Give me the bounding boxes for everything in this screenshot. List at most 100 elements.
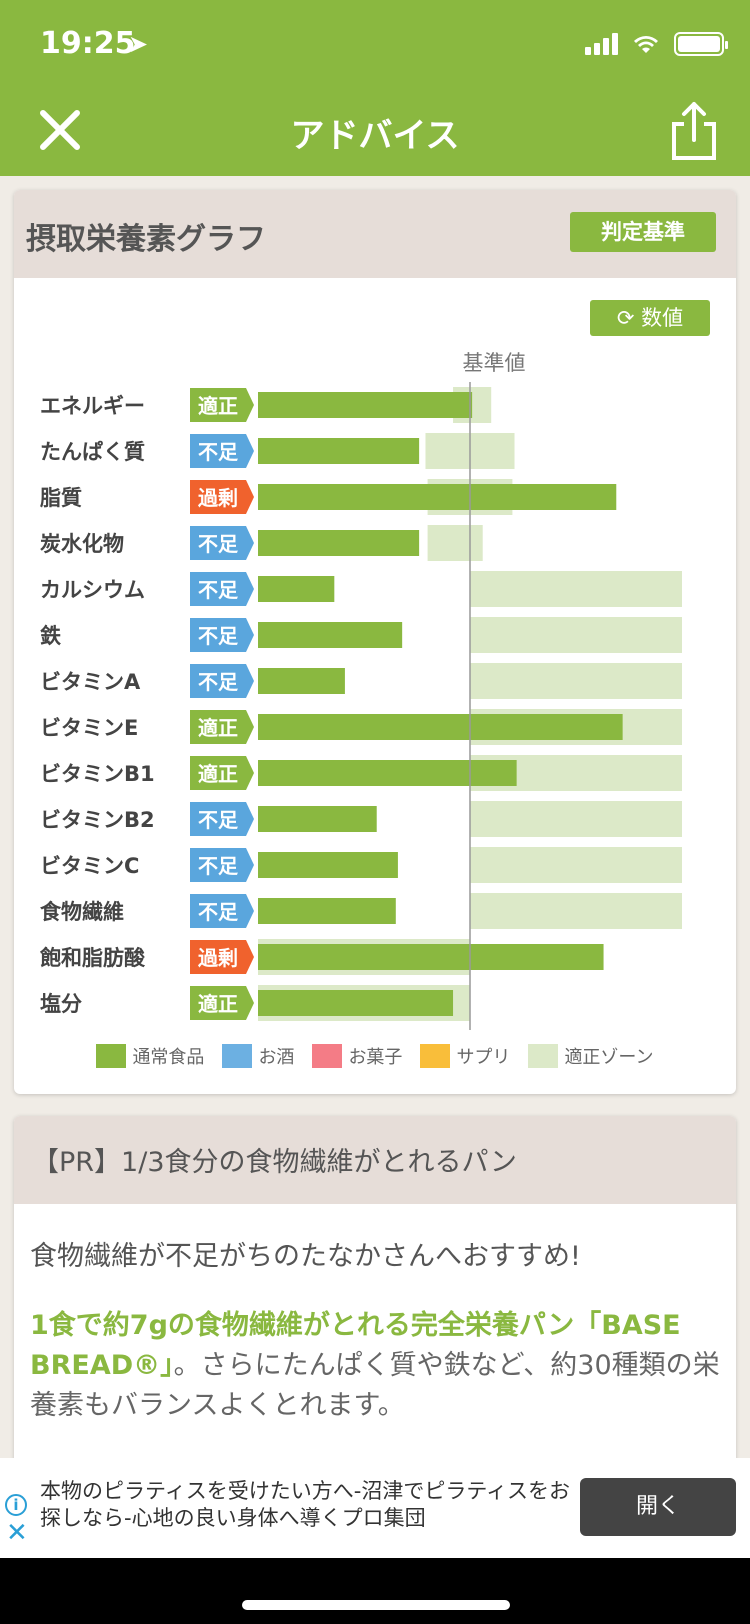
legend-label: サプリ bbox=[456, 1047, 511, 1068]
pr-highlight-link[interactable]: 1食で約7gの食物繊維がとれる完全栄養パン「BASE BREAD®」 bbox=[30, 1310, 681, 1381]
status-badge-shape bbox=[190, 894, 254, 928]
status-badge-shape bbox=[190, 986, 254, 1020]
status-badge: 不足 bbox=[190, 618, 254, 652]
nutrient-label: ビタミンB1 bbox=[40, 762, 155, 786]
adequate-zone bbox=[470, 617, 682, 653]
status-badge-label: 適正 bbox=[198, 762, 238, 786]
status-badge: 不足 bbox=[190, 572, 254, 606]
status-badge-shape bbox=[190, 388, 254, 422]
legend-item: お酒 bbox=[222, 1043, 294, 1069]
status-badge: 適正 bbox=[190, 388, 254, 422]
status-badge-shape bbox=[190, 756, 254, 790]
ad-banner[interactable]: i ✕ 本物のピラティスを受けたい方へ-沼津でピラティスをお探しなら-心地の良い… bbox=[0, 1458, 750, 1558]
legend-label: お菓子 bbox=[348, 1047, 403, 1068]
intake-bar bbox=[258, 990, 454, 1016]
legend-item: 通常食品 bbox=[96, 1043, 204, 1069]
status-badge-label: 過剰 bbox=[198, 946, 238, 970]
adequate-zone bbox=[470, 663, 682, 699]
adequate-zone bbox=[470, 801, 682, 837]
status-badge-label: 適正 bbox=[198, 992, 238, 1016]
status-badge-label: 不足 bbox=[198, 854, 239, 878]
nutrient-label: 食物繊維 bbox=[40, 900, 124, 924]
criteria-button[interactable]: 判定基準 bbox=[570, 212, 716, 252]
intake-bar bbox=[258, 714, 623, 740]
signal-icon bbox=[585, 33, 618, 55]
intake-bar bbox=[258, 760, 517, 786]
toggle-value-button[interactable]: ⟳ 数値 bbox=[590, 300, 710, 336]
pr-paragraph-2: 1食で約7gの食物繊維がとれる完全栄養パン「BASE BREAD®」。さらにたん… bbox=[30, 1306, 720, 1426]
status-badge-label: 不足 bbox=[198, 578, 239, 602]
status-badge: 過剰 bbox=[190, 940, 254, 974]
legend-label: お酒 bbox=[258, 1047, 295, 1068]
status-badge-shape bbox=[190, 572, 254, 606]
reference-label: 基準値 bbox=[462, 351, 526, 375]
status-badge-label: 適正 bbox=[198, 716, 238, 740]
intake-bar bbox=[258, 438, 420, 464]
share-icon[interactable] bbox=[668, 100, 720, 162]
nutrient-label: 脂質 bbox=[40, 486, 82, 510]
ad-text: 本物のピラティスを受けたい方へ-沼津でピラティスをお探しなら-心地の良い身体へ導… bbox=[40, 1479, 571, 1530]
adequate-zone bbox=[470, 571, 682, 607]
location-arrow-icon: ➤ bbox=[128, 30, 149, 58]
status-badge: 不足 bbox=[190, 802, 254, 836]
home-indicator-area bbox=[0, 1558, 750, 1624]
nutrient-label: 塩分 bbox=[40, 992, 82, 1016]
status-badge-label: 適正 bbox=[198, 394, 238, 418]
status-badge-label: 過剰 bbox=[198, 486, 238, 510]
status-badge-shape bbox=[190, 526, 254, 560]
status-badge-shape bbox=[190, 802, 254, 836]
toggle-value-label: 数値 bbox=[641, 306, 684, 330]
intake-bar bbox=[258, 392, 473, 418]
status-badge-shape bbox=[190, 434, 254, 468]
pr-title: 【PR】1/3食分の食物繊維がとれるパン bbox=[32, 1147, 517, 1178]
status-badge-shape bbox=[190, 710, 254, 744]
nutrient-label: 飽和脂肪酸 bbox=[39, 946, 146, 970]
status-indicators bbox=[585, 32, 728, 56]
home-indicator[interactable] bbox=[242, 1600, 510, 1610]
legend-swatch bbox=[222, 1044, 253, 1068]
status-badge: 適正 bbox=[190, 986, 254, 1020]
nutrient-label: カルシウム bbox=[40, 578, 145, 602]
status-badge-label: 不足 bbox=[198, 532, 239, 556]
pr-card: 【PR】1/3食分の食物繊維がとれるパン 食物繊維が不足がちのたなかさんへおすす… bbox=[14, 1116, 736, 1476]
battery-icon bbox=[674, 32, 728, 56]
intake-bar bbox=[258, 576, 335, 602]
ad-close-icon[interactable]: ✕ bbox=[6, 1518, 28, 1548]
app-header: 19:25 ➤ アドバイス bbox=[0, 0, 750, 176]
status-badge-shape bbox=[190, 848, 254, 882]
intake-bar bbox=[258, 668, 345, 694]
status-badge: 不足 bbox=[190, 526, 254, 560]
ad-open-button[interactable]: 開く bbox=[580, 1478, 736, 1536]
nutrient-label: ビタミンC bbox=[40, 854, 139, 878]
card-title: 摂取栄養素グラフ bbox=[26, 222, 266, 257]
adequate-zone bbox=[470, 847, 682, 883]
status-badge: 不足 bbox=[190, 848, 254, 882]
card-header: 摂取栄養素グラフ 判定基準 bbox=[14, 190, 736, 278]
nutrient-label: 炭水化物 bbox=[40, 532, 124, 556]
intake-bar bbox=[258, 852, 398, 878]
wifi-icon bbox=[634, 36, 658, 53]
legend-item: お菓子 bbox=[312, 1043, 402, 1069]
status-badge-label: 不足 bbox=[198, 670, 239, 694]
nutrient-label: ビタミンB2 bbox=[40, 808, 155, 832]
legend-label: 通常食品 bbox=[132, 1047, 205, 1068]
legend-swatch bbox=[420, 1044, 451, 1068]
ad-info-icon[interactable]: i bbox=[5, 1494, 27, 1516]
chart-legend: 通常食品 お酒 お菓子 サプリ 適正ゾーン bbox=[14, 1043, 736, 1069]
close-icon[interactable] bbox=[38, 108, 82, 152]
status-badge-shape bbox=[190, 664, 254, 698]
status-time: 19:25 bbox=[40, 26, 136, 61]
intake-bar bbox=[258, 530, 420, 556]
legend-item: サプリ bbox=[420, 1043, 510, 1069]
status-badge: 適正 bbox=[190, 710, 254, 744]
nutrient-graph-card: 摂取栄養素グラフ 判定基準 ⟳ 数値 基準値 エネルギー 適正 たんぱく質 不足 脂質過… bbox=[14, 190, 736, 1094]
nutrient-label: ビタミンE bbox=[40, 716, 138, 740]
status-badge-shape bbox=[190, 940, 254, 974]
intake-bar bbox=[258, 484, 617, 510]
status-badge: 適正 bbox=[190, 756, 254, 790]
nutrient-label: エネルギー bbox=[40, 394, 145, 418]
status-badge-shape bbox=[190, 480, 254, 514]
intake-bar bbox=[258, 898, 396, 924]
legend-swatch bbox=[96, 1044, 127, 1068]
